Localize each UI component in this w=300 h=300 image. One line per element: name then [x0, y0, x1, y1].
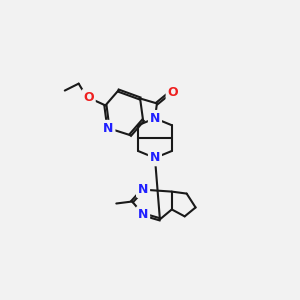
Text: N: N — [150, 112, 160, 125]
Text: N: N — [138, 183, 148, 196]
Text: N: N — [150, 152, 160, 164]
Text: O: O — [83, 91, 94, 104]
Text: N: N — [138, 208, 148, 221]
Text: O: O — [167, 86, 178, 99]
Text: N: N — [103, 122, 114, 135]
